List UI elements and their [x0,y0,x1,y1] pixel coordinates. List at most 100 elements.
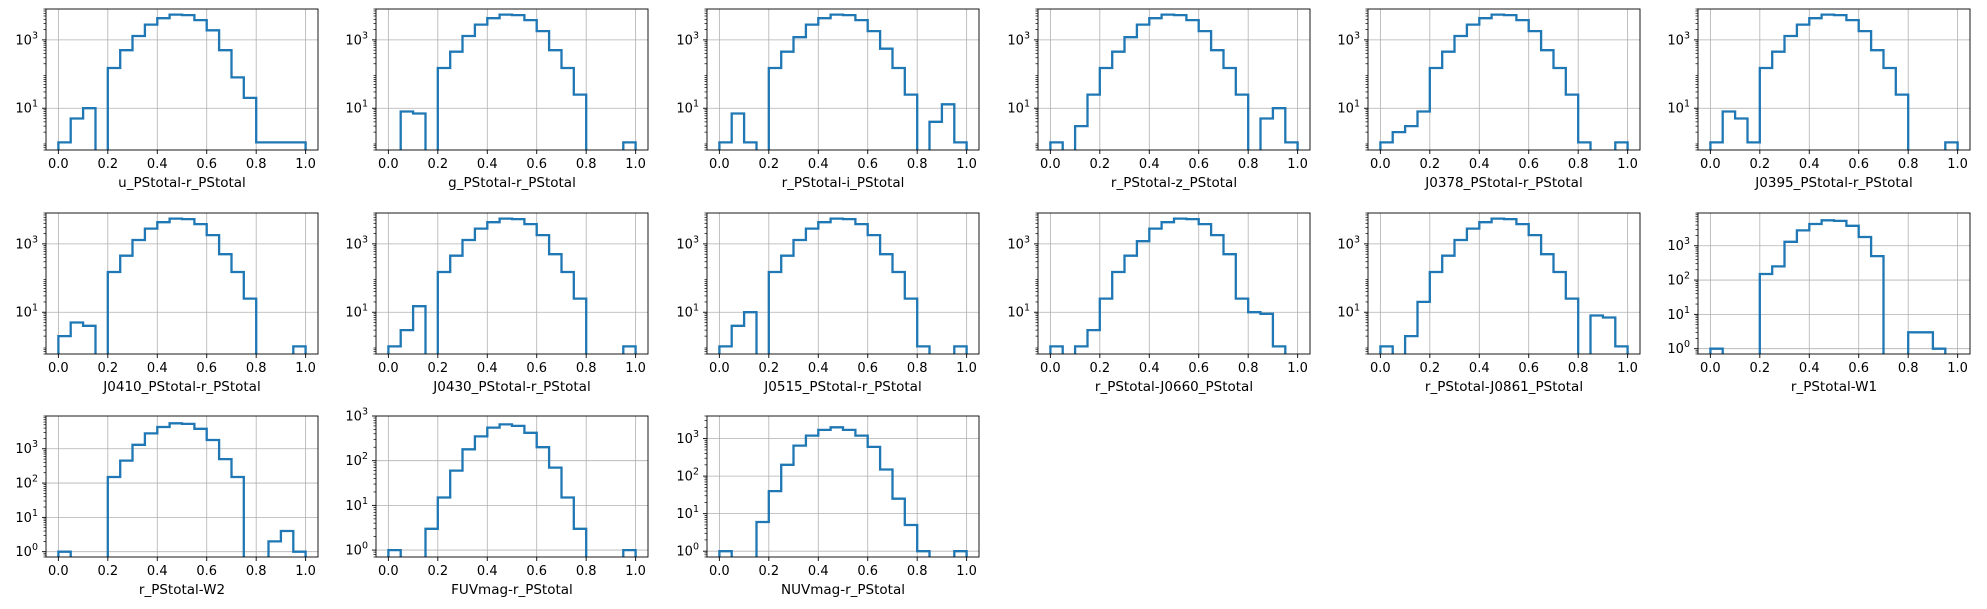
x-axis-label: r_PStotal-W1 [1791,379,1877,395]
x-tick-label: 0.0 [1700,157,1721,172]
x-tick-label: 0.8 [1238,361,1259,376]
y-tick-label: 101 [345,303,368,321]
x-axis-label: r_PStotal-J0861_PStotal [1425,379,1583,395]
x-tick-label: 0.6 [1518,361,1539,376]
x-tick-label: 0.0 [378,157,399,172]
y-tick-label: 101 [1337,303,1360,321]
y-tick-label: 101 [1667,99,1690,117]
x-tick-label: 0.0 [48,157,69,172]
subplot-10: 0.0 0.2 0.4 0.6 0.8 1.0 101 103 r_PStotal-J0660_… [1007,212,1311,395]
y-tick-label: 103 [15,234,38,252]
x-tick-label: 0.2 [97,564,118,579]
x-tick-label: 0.2 [1749,361,1770,376]
x-tick-label: 0.2 [427,361,448,376]
x-axis-label: u_PStotal-r_PStotal [118,175,246,191]
plot-area [1038,213,1310,354]
x-tick-label: 0.6 [526,157,547,172]
x-tick-label: 0.8 [1898,361,1919,376]
y-tick-label: 103 [676,30,699,48]
x-tick-label: 0.8 [1568,157,1589,172]
plot-area [707,9,979,150]
axes-frame [375,415,649,558]
histogram-series [387,217,637,354]
x-axis-label: J0410_PStotal-r_PStotal [102,379,260,395]
plot-area [46,9,318,150]
histogram-series [399,13,637,150]
x-tick-label: 0.4 [808,157,829,172]
x-axis-label: J0430_PStotal-r_PStotal [432,379,590,395]
x-tick-label: 0.2 [427,564,448,579]
x-tick-label: 0.8 [1238,157,1259,172]
x-axis-label: r_PStotal-J0660_PStotal [1095,379,1253,395]
x-tick-label: 0.8 [907,564,928,579]
histogram-series [1049,13,1299,150]
x-axis-label: J0515_PStotal-r_PStotal [763,379,921,395]
y-tick-label: 100 [1667,339,1690,357]
x-tick-label: 0.2 [1089,157,1110,172]
x-tick-label: 0.0 [378,564,399,579]
x-tick-label: 0.8 [1898,157,1919,172]
y-tick-label: 103 [15,439,38,457]
x-tick-label: 0.6 [196,564,217,579]
x-tick-label: 0.6 [1188,361,1209,376]
x-tick-label: 0.4 [808,361,829,376]
plot-area [376,9,648,150]
x-tick-label: 0.6 [857,361,878,376]
x-tick-label: 0.6 [1188,157,1209,172]
y-tick-label: 100 [15,542,38,560]
x-tick-label: 0.0 [1040,361,1061,376]
x-tick-label: 0.2 [1419,157,1440,172]
plot-area [1368,9,1640,150]
plot-area [46,416,318,557]
x-tick-label: 1.0 [295,157,316,172]
x-axis-label: NUVmag-r_PStotal [781,582,905,598]
x-tick-label: 1.0 [956,361,977,376]
x-tick-label: 0.4 [1799,157,1820,172]
histogram-series [718,13,968,150]
x-tick-label: 1.0 [956,564,977,579]
x-tick-label: 0.4 [1139,361,1160,376]
x-tick-label: 0.4 [1139,157,1160,172]
y-tick-label: 102 [15,474,38,492]
x-tick-label: 1.0 [295,361,316,376]
plot-area [707,213,979,354]
x-tick-label: 0.0 [709,361,730,376]
histogram-series [57,13,307,150]
subplot-11: 0.0 0.2 0.4 0.6 0.8 1.0 101 103 r_PStotal-J0861_… [1337,212,1641,395]
histogram-series [1049,217,1287,354]
x-tick-label: 0.8 [576,361,597,376]
subplot-5: 0.0 0.2 0.4 0.6 0.8 1.0 101 103 J0378_PStotal-r_… [1337,8,1641,191]
y-tick-label: 101 [1007,303,1030,321]
histogram-series [1709,13,1959,150]
subplot-6: 0.0 0.2 0.4 0.6 0.8 1.0 101 103 J0395_PStotal-r_… [1667,8,1971,191]
histogram-series [57,422,307,557]
axes-frame [706,415,980,558]
plot-area [46,213,318,354]
x-tick-label: 0.8 [1568,361,1589,376]
histogram-series [718,217,968,354]
x-tick-label: 0.2 [1749,157,1770,172]
x-tick-label: 0.8 [576,157,597,172]
subplot-1: 0.0 0.2 0.4 0.6 0.8 1.0 101 103 u_PStotal-r_PSto… [15,8,319,191]
x-tick-label: 1.0 [1947,361,1968,376]
y-tick-label: 102 [1667,271,1690,289]
x-tick-label: 0.0 [378,361,399,376]
y-tick-label: 103 [1667,30,1690,48]
y-tick-label: 103 [1337,234,1360,252]
plot-area [1038,9,1310,150]
x-tick-label: 0.4 [147,564,168,579]
x-tick-label: 1.0 [1287,361,1308,376]
y-tick-label: 101 [1337,99,1360,117]
x-tick-label: 0.8 [907,361,928,376]
x-tick-label: 0.6 [526,361,547,376]
x-tick-label: 0.6 [526,564,547,579]
x-tick-label: 0.0 [709,564,730,579]
x-tick-label: 0.8 [576,564,597,579]
x-tick-label: 0.6 [857,564,878,579]
x-tick-label: 0.2 [97,157,118,172]
x-tick-label: 1.0 [1287,157,1308,172]
x-tick-label: 1.0 [956,157,977,172]
y-tick-label: 103 [1007,30,1030,48]
x-tick-label: 0.4 [147,361,168,376]
y-tick-label: 103 [1007,234,1030,252]
